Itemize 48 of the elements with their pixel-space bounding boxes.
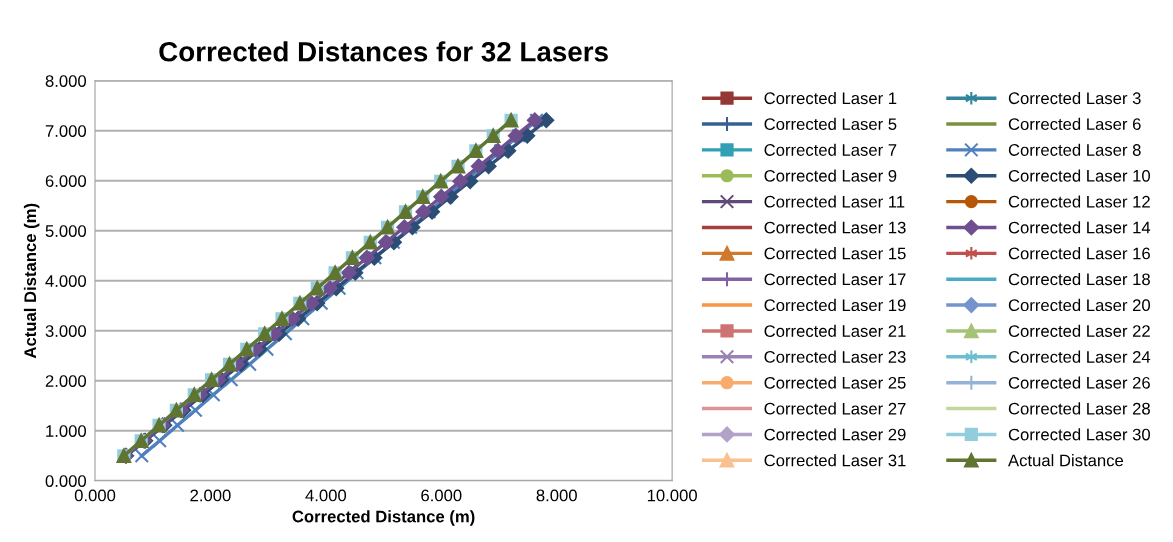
x-tick-label: 0.000 xyxy=(74,489,116,502)
legend-label: Corrected Laser 31 xyxy=(764,454,906,467)
legend-label: Corrected Laser 6 xyxy=(1008,117,1141,131)
y-tick-label: 5.000 xyxy=(45,225,87,237)
x-axis-title: Corrected Distance (m) xyxy=(292,510,475,526)
y-tick-label: 4.000 xyxy=(45,275,87,287)
legend-label: Corrected Laser 1 xyxy=(764,91,897,105)
y-tick-label: 1.000 xyxy=(46,425,87,437)
legend-label: Corrected Laser 8 xyxy=(1008,143,1141,156)
legend-label: Corrected Laser 27 xyxy=(764,402,906,415)
legend-label: Corrected Laser 24 xyxy=(1008,350,1151,363)
legend-label: Corrected Laser 30 xyxy=(1008,428,1151,441)
legend-label: Corrected Laser 26 xyxy=(1008,376,1150,389)
legend-label: Corrected Laser 13 xyxy=(764,221,906,234)
x-tick-label: 4.000 xyxy=(305,489,347,502)
legend-label: Corrected Laser 14 xyxy=(1008,221,1151,234)
legend-label: Corrected Laser 18 xyxy=(1008,272,1150,286)
y-tick-label: 0.000 xyxy=(45,475,87,487)
legend-label: Corrected Laser 15 xyxy=(764,247,906,260)
legend-label: Corrected Laser 29 xyxy=(764,428,906,441)
legend-label: Corrected Laser 17 xyxy=(764,272,906,286)
legend-label: Corrected Laser 3 xyxy=(1008,91,1141,105)
y-tick-label: 6.000 xyxy=(45,175,87,187)
legend-label: Corrected Laser 25 xyxy=(764,376,906,389)
y-tick-label: 2.000 xyxy=(45,375,87,387)
legend-label: Corrected Laser 28 xyxy=(1008,402,1150,415)
y-tick-label: 8.000 xyxy=(45,75,87,87)
legend-label: Actual Distance xyxy=(1008,454,1124,467)
legend-label: Corrected Laser 19 xyxy=(764,298,906,312)
y-axis-title: Actual Distance (m) xyxy=(23,203,40,359)
legend-label: Corrected Laser 20 xyxy=(1008,298,1151,312)
legend-label: Corrected Laser 23 xyxy=(764,350,906,363)
legend-label: Corrected Laser 21 xyxy=(764,324,906,337)
legend-label: Corrected Laser 11 xyxy=(764,195,905,208)
y-tick-label: 3.000 xyxy=(45,325,87,337)
x-tick-label: 10.000 xyxy=(647,489,697,502)
chart-title: Corrected Distances for 32 Lasers xyxy=(159,41,608,62)
legend-label: Corrected Laser 12 xyxy=(1008,195,1150,208)
legend-label: Corrected Laser 7 xyxy=(764,143,897,156)
x-tick-label: 6.000 xyxy=(421,489,462,502)
legend-label: Corrected Laser 10 xyxy=(1008,169,1151,182)
legend-label: Corrected Laser 9 xyxy=(764,169,897,182)
legend-label: Corrected Laser 16 xyxy=(1008,247,1150,260)
y-tick-label: 7.000 xyxy=(45,125,87,137)
legend-label: Corrected Laser 5 xyxy=(764,117,897,131)
x-tick-label: 8.000 xyxy=(536,489,577,502)
legend-label: Corrected Laser 22 xyxy=(1008,324,1150,337)
x-tick-label: 2.000 xyxy=(190,489,231,502)
